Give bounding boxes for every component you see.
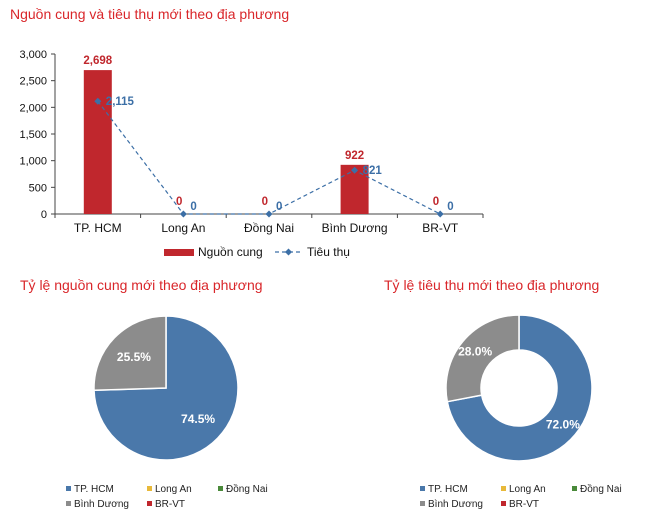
- pie-legend-swatch: [147, 501, 152, 506]
- y-tick-label: 3,000: [19, 49, 47, 61]
- pie-data-label: 28.0%: [458, 345, 492, 359]
- bar-data-label: 922: [345, 150, 364, 162]
- pie-legend-label: TP. HCM: [428, 484, 468, 495]
- x-tick-label: TP. HCM: [74, 221, 122, 235]
- y-tick-label: 2,000: [19, 102, 47, 114]
- line-data-label: 2,115: [106, 96, 135, 108]
- pie-legend-swatch: [501, 501, 506, 506]
- line-data-label: 0: [447, 201, 453, 213]
- pie-legend-swatch: [572, 486, 577, 491]
- x-tick-label: BR-VT: [422, 221, 459, 235]
- pie-slice: [93, 315, 167, 392]
- x-tick-label: Đồng Nai: [244, 221, 294, 235]
- pie-legend-label: TP. HCM: [74, 484, 114, 495]
- legend-swatch-line-marker: [285, 248, 292, 256]
- line-series: [97, 100, 441, 215]
- bar-data-label: 0: [176, 196, 182, 208]
- bar-data-label: 0: [262, 196, 268, 208]
- line-data-label: 0: [276, 201, 282, 213]
- pie-legend-label: Bình Dương: [428, 499, 483, 510]
- x-tick-label: Long An: [161, 221, 205, 235]
- line-point: [436, 210, 444, 218]
- line-data-label: 821: [363, 165, 383, 177]
- legend-label-bar: Nguồn cung: [198, 245, 263, 259]
- pie-legend-swatch: [66, 501, 71, 506]
- line-point: [351, 166, 359, 174]
- bar-data-label: 0: [433, 196, 439, 208]
- line-point: [179, 210, 187, 218]
- pie-legend-swatch: [501, 486, 506, 491]
- pie-legend-swatch: [420, 501, 425, 506]
- main-chart-title: Nguồn cung và tiêu thụ mới theo địa phươ…: [10, 6, 290, 22]
- y-tick-label: 2,500: [19, 76, 47, 88]
- legend-label-line: Tiêu thụ: [307, 245, 350, 259]
- supply-pie-title: Tỷ lệ nguồn cung mới theo địa phương: [20, 277, 263, 293]
- line-point: [265, 210, 273, 218]
- line-data-label: 0: [190, 201, 196, 213]
- legend-swatch-bar: [164, 249, 194, 256]
- y-tick-label: 1,500: [19, 129, 47, 141]
- pie-legend-label: BR-VT: [509, 499, 539, 510]
- pie-legend-label: Long An: [509, 484, 546, 495]
- pie-data-label: 72.0%: [546, 417, 580, 431]
- y-tick-label: 0: [41, 209, 47, 221]
- pie-data-label: 74.5%: [181, 412, 215, 426]
- pie-legend-label: Long An: [155, 484, 192, 495]
- line-point: [94, 97, 102, 105]
- pie-legend-swatch: [66, 486, 71, 491]
- bar: [83, 70, 112, 215]
- pie-legend-swatch: [420, 486, 425, 491]
- consumption-pie-title: Tỷ lệ tiêu thụ mới theo địa phương: [384, 277, 600, 293]
- pie-legend-label: Đồng Nai: [226, 483, 268, 495]
- pie-legend-swatch: [147, 486, 152, 491]
- bar-data-label: 2,698: [83, 55, 112, 67]
- pie-slice: [445, 314, 520, 403]
- pie-legend-swatch: [218, 486, 223, 491]
- x-tick-label: Bình Dương: [322, 221, 388, 235]
- y-tick-label: 1,000: [19, 156, 47, 168]
- pie-legend-label: Đồng Nai: [580, 483, 622, 495]
- pie-data-label: 25.5%: [117, 350, 151, 364]
- y-tick-label: 500: [29, 182, 47, 194]
- pie-legend-label: Bình Dương: [74, 499, 129, 510]
- pie-slice: [446, 314, 593, 462]
- pie-legend-label: BR-VT: [155, 499, 185, 510]
